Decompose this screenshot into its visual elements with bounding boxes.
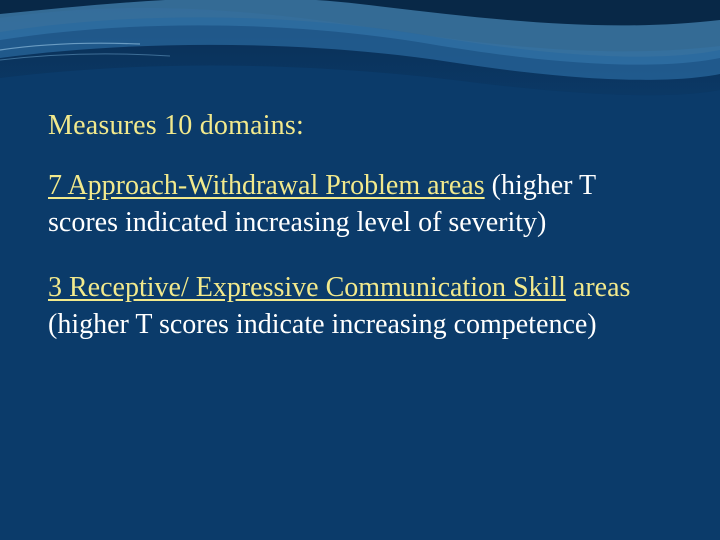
paragraph-1: 7 Approach-Withdrawal Problem areas (hig… bbox=[48, 168, 660, 242]
slide-content: Measures 10 domains: 7 Approach-Withdraw… bbox=[48, 110, 660, 372]
slide-heading: Measures 10 domains: bbox=[48, 110, 660, 142]
paragraph-2: 3 Receptive/ Expressive Communication Sk… bbox=[48, 270, 660, 344]
para1-underlined: 7 Approach-Withdrawal Problem areas bbox=[48, 170, 485, 201]
para2-plain-a: areas bbox=[566, 272, 631, 303]
para2-rest: (higher T scores indicate increasing com… bbox=[48, 309, 597, 340]
para2-underlined: 3 Receptive/ Expressive Communication Sk… bbox=[48, 272, 566, 303]
wave-decoration bbox=[0, 0, 720, 120]
